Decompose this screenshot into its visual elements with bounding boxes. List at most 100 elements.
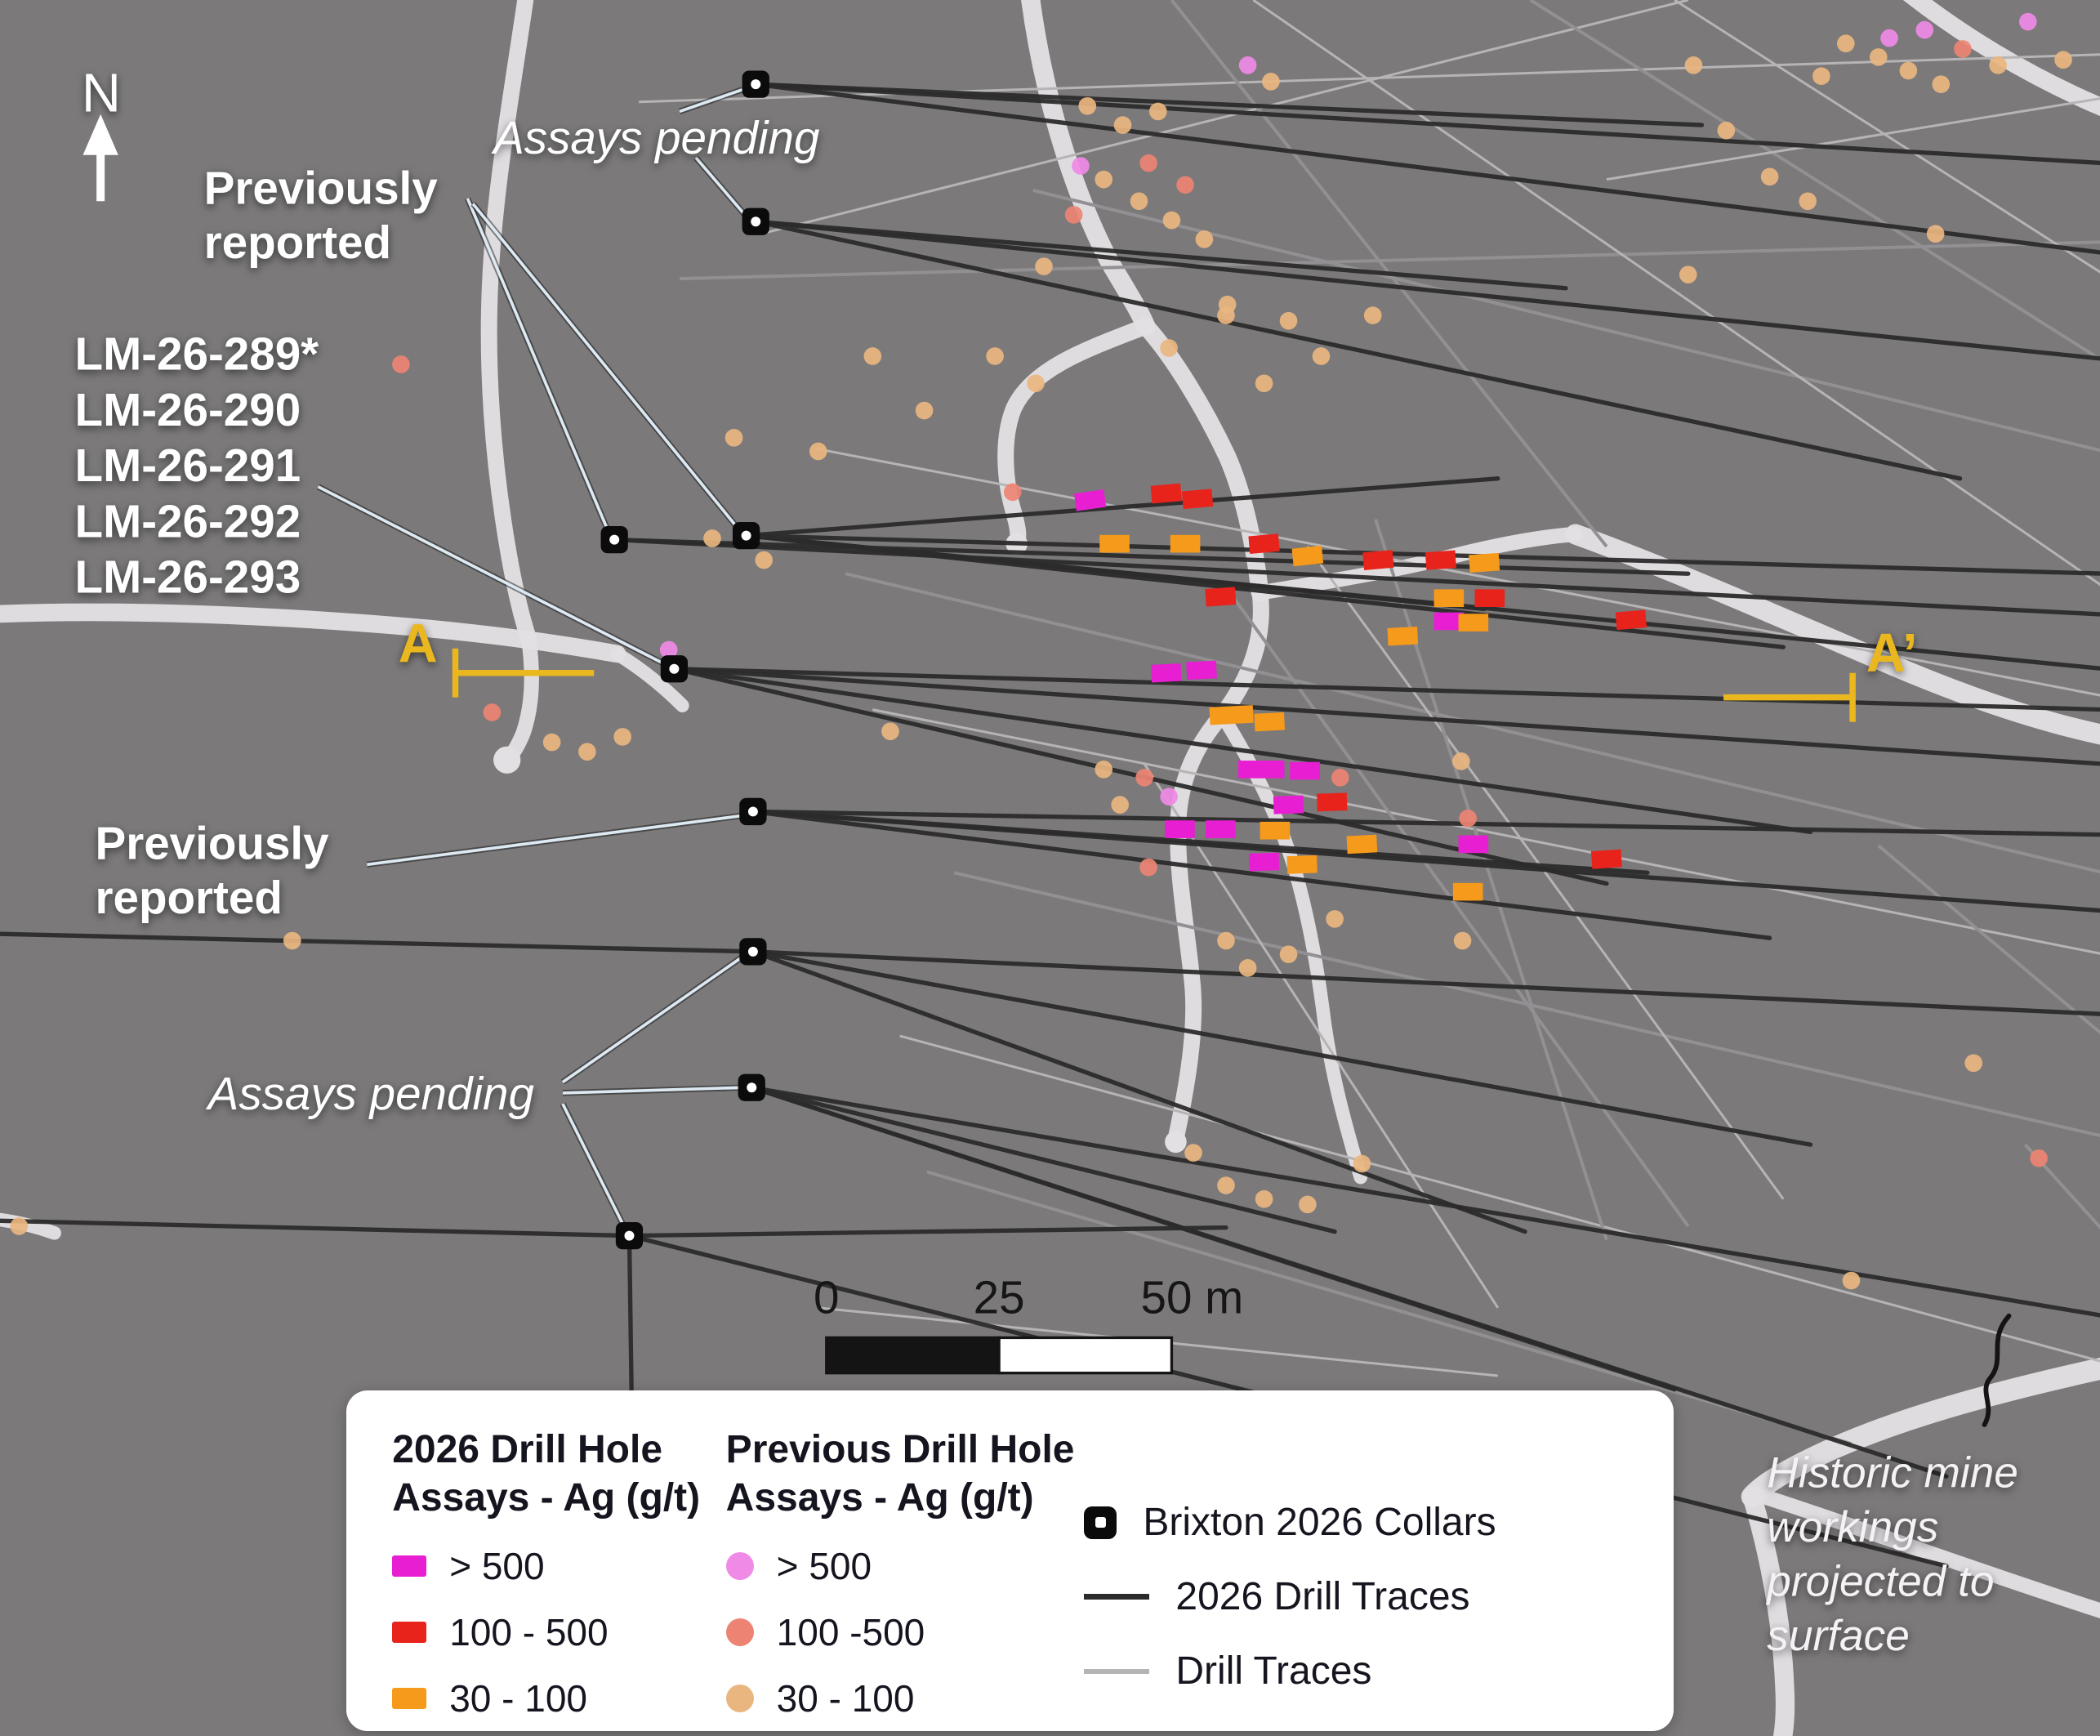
drill-trace-2026 [671, 667, 2100, 712]
legend-item-collars: Brixton 2026 Collars [1084, 1500, 1628, 1545]
previous-assay-dot [915, 401, 934, 420]
previous-assay-dot [1160, 339, 1178, 357]
previous-assay-dot [1111, 796, 1130, 814]
scale-tick-50m: 50 m [1141, 1271, 1244, 1323]
legend-item-prev-gt500: > 500 [725, 1544, 1085, 1588]
previous-assay-dot [986, 347, 1004, 365]
previous-drill-trace [1606, 97, 2100, 181]
legend-panel: 2026 Drill Hole Assays - Ag (g/t) > 500 … [346, 1390, 1674, 1731]
scale-bar-black-segment [825, 1336, 1001, 1375]
assays-pending-bottom-label: Assays pending [206, 1068, 534, 1119]
previous-assay-dot [1932, 75, 1951, 93]
salmon-dot-icon [725, 1618, 754, 1647]
assays-pending-top-label: Assays pending [491, 112, 819, 163]
legend-previous-assays-column: Previous Drill Hole Assays - Ag (g/t) > … [725, 1426, 1085, 1720]
previous-assay-dot [1035, 257, 1053, 275]
leader-line [679, 88, 743, 114]
previous-assay-dot [1162, 211, 1181, 230]
previous-assay-dot [1072, 157, 1090, 175]
previous-assay-dot [755, 551, 774, 569]
orange-swatch-icon [392, 1688, 427, 1710]
assay-marker-2026 [1273, 795, 1304, 814]
previous-assay-dot [881, 722, 899, 741]
scale-tick-25: 25 [974, 1271, 1025, 1323]
previous-drill-trace [760, 0, 1689, 235]
drill-trace-2026 [753, 219, 1568, 291]
drill-trace-2026 [612, 537, 1691, 576]
historic-working [499, 631, 539, 768]
historic-note-line4: surface [1767, 1612, 1910, 1660]
collar-marker-dot [609, 534, 620, 545]
magenta-swatch-icon [392, 1555, 427, 1578]
previous-drill-trace [1032, 189, 2100, 453]
dark-trace-line-icon [1084, 1594, 1150, 1600]
previous-assay-dot [1184, 1144, 1202, 1162]
previous-drill-trace [1674, 0, 2100, 274]
previous-assay-dot [1262, 73, 1280, 91]
previous-assay-dot [1003, 483, 1022, 502]
collar-marker-dot [747, 946, 758, 957]
collar-marker-dot [741, 530, 751, 541]
previous-drill-trace [872, 708, 2100, 955]
previous-assay-dot [1279, 945, 1298, 963]
historic-note-line3: projected to [1765, 1558, 1994, 1606]
previous-assay-dot [1095, 170, 1113, 189]
previous-assay-dot [1964, 1054, 1983, 1073]
previous-assay-dot [1195, 230, 1214, 248]
previous-assay-dot [1684, 56, 1703, 74]
previous-drill-trace [815, 447, 2100, 697]
previous-assay-dot [1954, 40, 1972, 58]
leader-line [471, 203, 741, 532]
previous-assay-dot [1915, 20, 1934, 39]
legend-2026-title: 2026 Drill Hole Assays - Ag (g/t) [392, 1426, 725, 1522]
drill-trace-2026 [749, 1085, 2100, 1318]
previous-assay-dot [1095, 761, 1113, 779]
previously-reported-top-line1: Previously [204, 163, 439, 214]
drill-hole-label-lm-26-289: LM-26-289* [75, 328, 319, 380]
legend-item-drill-traces: Drill Traces [1084, 1649, 1628, 1694]
previous-assay-dot [1326, 910, 1344, 928]
assay-marker-2026 [1205, 587, 1237, 607]
legend-label: > 500 [449, 1545, 545, 1588]
tan-dot-icon [725, 1685, 754, 1713]
previous-assay-dot [1238, 56, 1257, 74]
previous-assay-dot [1899, 61, 1918, 80]
previous-assay-dot [1176, 176, 1194, 194]
historic-workings-note: Historic mine workings projected to surf… [1765, 1448, 2018, 1660]
previous-assay-dot [392, 355, 410, 373]
assay-marker-2026 [1590, 849, 1622, 869]
previous-assay-dot [1812, 67, 1830, 86]
previous-assay-dot [1353, 1154, 1371, 1173]
assay-marker-2026 [1181, 489, 1214, 510]
historic-note-line2: workings [1767, 1503, 1938, 1551]
assay-marker-2026 [1150, 663, 1182, 683]
previous-assay-dot [1064, 206, 1083, 224]
previous-assay-dot [1139, 154, 1157, 172]
legend-label: Drill Traces [1175, 1649, 1372, 1694]
collar-marker-dot [669, 663, 680, 674]
drill-trace-2026 [743, 533, 1487, 612]
previously-reported-top-line2: reported [204, 216, 391, 268]
collar-dot-icon [1095, 1517, 1106, 1528]
drill-trace-2026 [751, 809, 1772, 940]
drill-trace-2026 [743, 533, 2100, 576]
previous-assay-dot [1135, 769, 1153, 787]
previous-assay-dot [1363, 306, 1382, 324]
legend-item-2026-30-100: 30 - 100 [392, 1676, 725, 1720]
previous-drill-trace [639, 53, 2100, 104]
historic-working-end [493, 746, 521, 774]
assay-marker-2026 [1433, 612, 1465, 631]
assay-marker-2026 [1290, 761, 1320, 780]
assay-marker-2026 [1165, 820, 1195, 838]
historic-working [1741, 1357, 2100, 1508]
drill-trace-2026 [753, 219, 2100, 361]
drill-trace-2026 [753, 219, 1963, 481]
drill-trace-2026 [743, 476, 1500, 538]
previous-assay-dot [2030, 1149, 2048, 1167]
assay-marker-2026 [1170, 534, 1201, 553]
previous-assay-dot [1799, 192, 1817, 211]
collar-marker-dot [747, 1082, 757, 1093]
previous-assay-dot [1836, 34, 1855, 53]
drill-trace-2026 [749, 1085, 1337, 1234]
